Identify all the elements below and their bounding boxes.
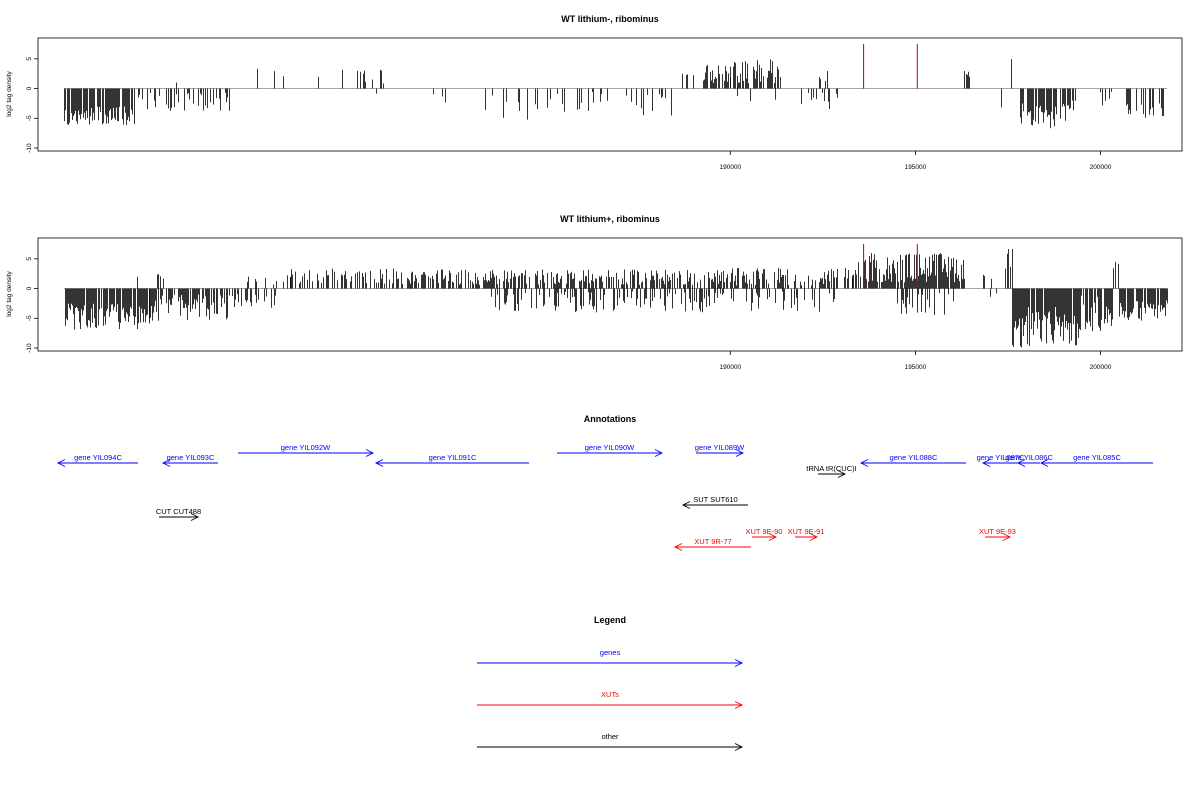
xut-arrow: XUT 9E-93 [979,527,1016,541]
gene-label: gene YIL086C [1005,453,1053,462]
x-tick-label: 200000 [1090,164,1112,171]
x-tick-label: 195000 [905,364,927,371]
track-panel-lithium-plus: WT lithium+, ribominus -10 -5 0 5 190000 1950… [6,214,1183,371]
gene-arrow: gene YIL093C [161,453,218,467]
x-tick-label: 200000 [1090,364,1112,371]
annotations-title: Annotations [584,414,637,424]
gene-arrow: gene YIL094C [56,453,138,467]
y-tick-label: 0 [26,86,33,90]
y-axis-label: log2 tag density [6,70,13,116]
other-feature-arrow: SUT SUT610 [681,495,748,509]
y-tick-label: -10 [26,143,33,153]
gene-arrow: gene YIL087C [977,453,1025,467]
gene-label: gene YIL088C [890,453,938,462]
axes: -10 -5 0 5 190000 195000 200000 [26,257,1112,371]
other-feature-arrow: tRNA tR(CUC)I [806,464,857,478]
other-feature-arrow: CUT CUT488 [156,507,201,521]
xut-label: XUT 9R-77 [694,537,731,546]
track-panel-lithium-minus: WT lithium-, ribominus -10 -5 0 5 190000 1950… [6,14,1183,171]
other-feature-label: SUT SUT610 [693,495,737,504]
x-tick-label: 190000 [719,164,741,171]
xut-label: XUT 9E-90 [746,527,783,536]
y-axis-label: log2 tag density [6,270,13,316]
x-tick-label: 190000 [719,364,741,371]
xut-label: XUT 9E-91 [788,527,825,536]
gene-label: gene YIL085C [1073,453,1121,462]
xut-arrow: XUT 9E-91 [788,527,825,541]
legend-items: genes XUTs other [477,648,744,751]
plot-frame [37,237,1183,352]
legend-item-xuts: XUTs [477,690,744,709]
gene-arrow: gene YIL091C [374,453,529,467]
legend: Legend genes XUTs other [477,615,744,751]
gene-arrow: gene YIL092W [238,443,375,457]
legend-label: genes [600,648,621,657]
xut-arrow: XUT 9E-90 [746,527,783,541]
annotations-track: Annotations gene YIL094C gene YIL093Cgene… [56,414,1153,551]
axes: -10 -5 0 5 190000 195000 200000 [26,57,1112,171]
signal-bars [63,243,1168,348]
legend-item-other: other [477,732,744,751]
plot-frame [37,37,1183,152]
y-tick-label: -5 [26,115,33,121]
y-tick-label: -5 [26,315,33,321]
annotation-features: gene YIL094C gene YIL093C gene YIL092W gene… [56,443,1153,551]
other-feature-label: tRNA tR(CUC)I [806,464,856,473]
gene-label: gene YIL090W [585,443,635,452]
gene-label: gene YIL093C [167,453,215,462]
xut-label: XUT 9E-93 [979,527,1016,536]
gene-label: gene YIL092W [281,443,331,452]
legend-label: other [601,732,619,741]
y-tick-label: -10 [26,343,33,353]
legend-item-genes: genes [477,648,744,667]
gene-arrow: gene YIL085C [1039,453,1153,467]
track-title-lithium-plus: WT lithium+, ribominus [560,214,660,224]
other-feature-label: CUT CUT488 [156,507,201,516]
gene-label: gene YIL094C [74,453,122,462]
xut-arrow: XUT 9R-77 [673,537,751,551]
y-tick-label: 5 [26,57,33,61]
legend-label: XUTs [601,690,619,699]
gene-label: gene YIL089W [695,443,745,452]
y-tick-label: 0 [26,286,33,290]
y-tick-label: 5 [26,257,33,261]
gene-label: gene YIL087C [977,453,1025,462]
x-tick-label: 195000 [905,164,927,171]
gene-arrow: gene YIL090W [557,443,664,457]
track-title-lithium-minus: WT lithium-, ribominus [561,14,659,24]
gene-label: gene YIL091C [429,453,477,462]
gene-arrow: gene YIL089W [695,443,745,457]
legend-title: Legend [594,615,626,625]
signal-bars [63,43,1168,129]
gene-arrow: gene YIL086C [1005,453,1053,467]
gene-arrow: gene YIL088C [859,453,966,467]
